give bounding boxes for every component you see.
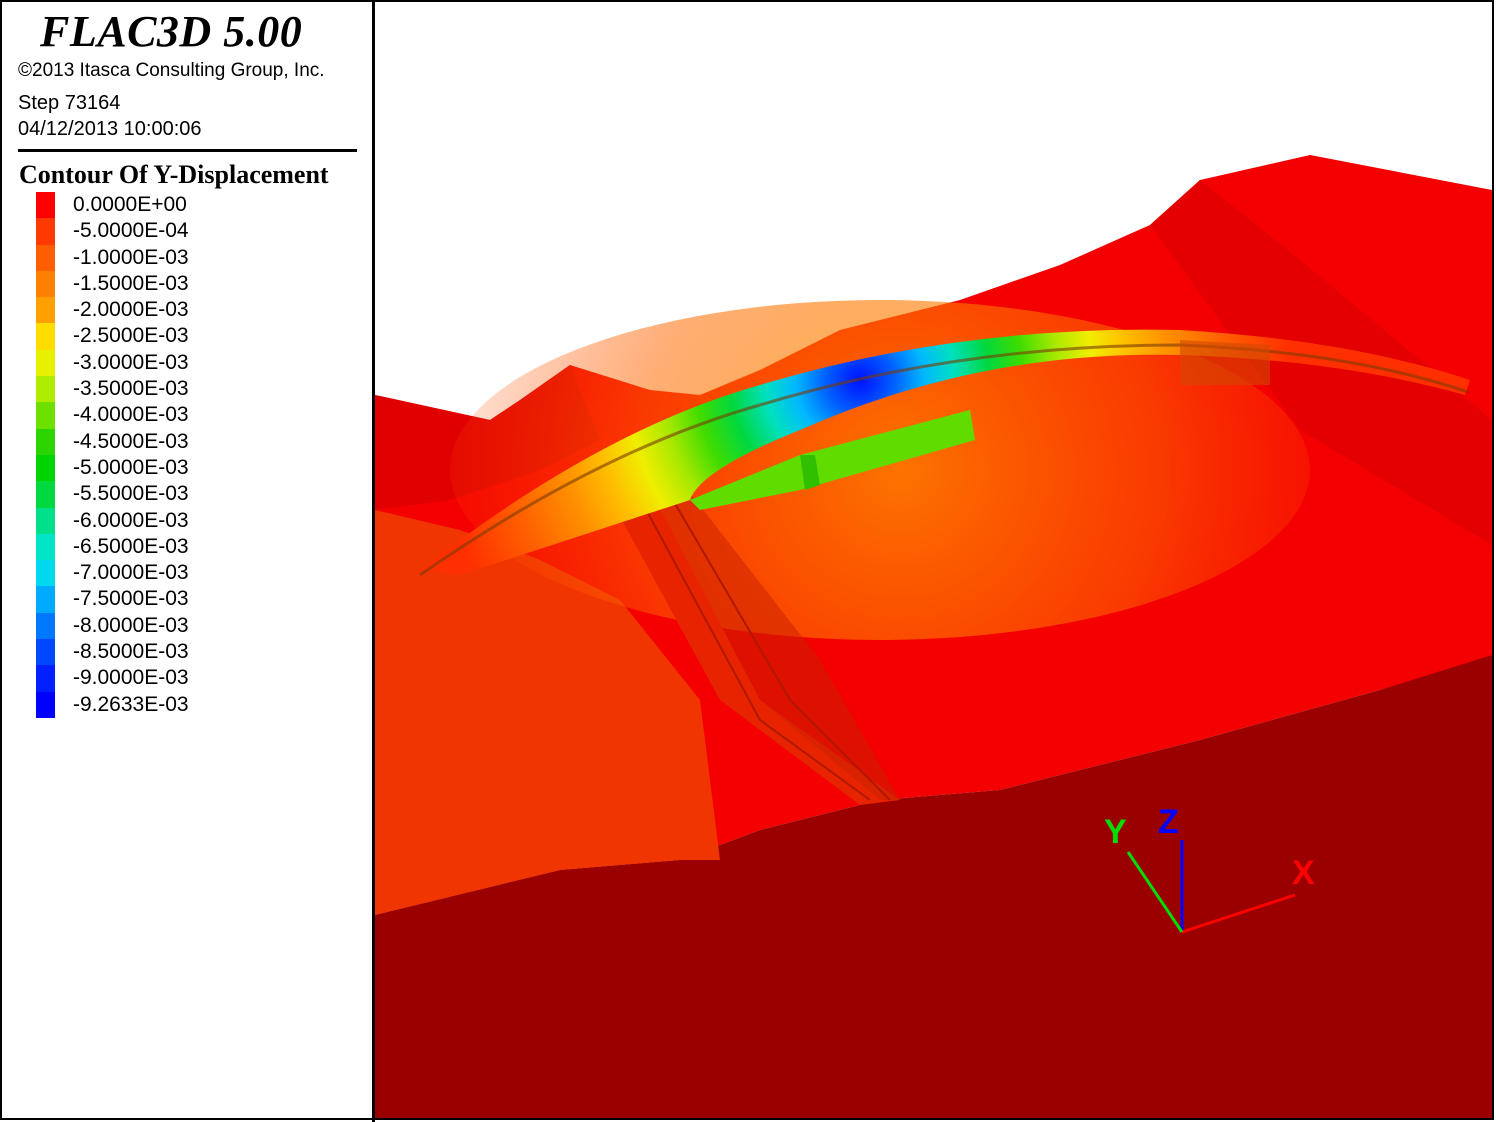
legend-swatch — [36, 402, 55, 429]
legend-label: -2.5000E-03 — [73, 324, 189, 348]
legend-label: -5.0000E-03 — [73, 455, 189, 479]
legend-label: -1.5000E-03 — [73, 271, 189, 295]
y-axis-label: Y — [1104, 813, 1127, 851]
legend-swatch — [36, 612, 55, 640]
step-count: Step 73164 — [18, 92, 121, 114]
x-axis — [1181, 893, 1296, 934]
legend-swatch — [36, 244, 55, 271]
legend-swatch — [36, 507, 55, 534]
legend-label: -8.0000E-03 — [73, 613, 189, 637]
legend-swatch — [36, 639, 55, 666]
legend-swatch — [36, 297, 55, 324]
legend-swatch — [36, 349, 55, 377]
legend-swatch — [36, 560, 55, 587]
slope-shade — [375, 510, 720, 915]
legend-label: -6.5000E-03 — [73, 534, 189, 558]
legend-label: -6.0000E-03 — [73, 508, 189, 532]
legend-swatch — [36, 218, 55, 245]
legend-label: -5.5000E-03 — [73, 482, 189, 506]
legend-swatch — [36, 270, 55, 298]
z-axis-label: Z — [1158, 803, 1179, 841]
spillway-channel — [600, 470, 900, 805]
dam-abutment — [1180, 340, 1270, 385]
legend-label: -4.0000E-03 — [73, 403, 189, 427]
legend-label: -2.0000E-03 — [73, 298, 189, 322]
legend-label: 0.0000E+00 — [73, 193, 187, 216]
legend-swatch — [36, 481, 55, 508]
model-viewport[interactable]: Z X Y — [375, 2, 1492, 1118]
legend-label: -4.5000E-03 — [73, 429, 189, 453]
legend-label: -5.0000E-04 — [73, 219, 189, 243]
terrain-side — [375, 655, 1492, 1118]
legend-swatch — [36, 454, 55, 482]
contour-title: Contour Of Y-Displacement — [19, 160, 329, 189]
timestamp: 04/12/2013 10:00:06 — [18, 118, 202, 140]
legend-swatch — [36, 323, 55, 350]
legend-panel: FLAC3D 5.00 ©2013 Itasca Consulting Grou… — [0, 0, 375, 1122]
spillway-wall — [640, 470, 900, 800]
legend-label: -9.2633E-03 — [73, 692, 189, 716]
dam-crest — [419, 343, 1469, 577]
app-title: FLAC3D 5.00 — [40, 7, 303, 56]
legend-swatch — [36, 691, 55, 718]
dam-block — [690, 410, 975, 510]
model-render[interactable]: Z X Y — [375, 2, 1492, 1118]
legend-swatch — [36, 376, 55, 403]
legend-label: -7.0000E-03 — [73, 561, 189, 585]
legend-label: -1.0000E-03 — [73, 245, 189, 269]
legend-label: -8.5000E-03 — [73, 640, 189, 664]
spillway-edge — [659, 477, 891, 801]
legend-label: -9.0000E-03 — [73, 666, 189, 690]
divider — [18, 149, 357, 152]
dam-outlet — [800, 455, 820, 490]
copyright-text: ©2013 Itasca Consulting Group, Inc. — [18, 60, 325, 81]
spillway-edge — [629, 479, 871, 801]
legend-swatch — [36, 665, 55, 692]
legend-label: -7.5000E-03 — [73, 587, 189, 611]
legend-swatch — [36, 533, 55, 561]
y-axis — [1126, 851, 1184, 933]
x-axis-label: X — [1292, 854, 1315, 892]
legend-label: -3.0000E-03 — [73, 350, 189, 374]
legend-swatch — [36, 428, 55, 455]
legend-label: -3.5000E-03 — [73, 377, 189, 401]
legend-swatch — [36, 586, 55, 613]
legend-swatch — [36, 192, 55, 219]
